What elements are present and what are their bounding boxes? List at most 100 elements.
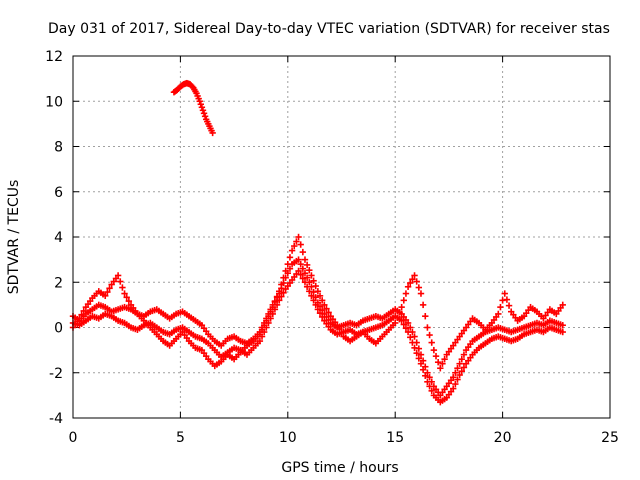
data-point xyxy=(426,383,433,390)
data-point xyxy=(310,277,317,284)
data-point xyxy=(400,297,407,304)
data-point xyxy=(460,351,468,358)
data-point xyxy=(297,260,304,268)
data-point xyxy=(413,278,420,285)
data-point xyxy=(278,281,285,288)
data-point xyxy=(495,310,502,318)
data-point xyxy=(114,272,122,279)
data-point xyxy=(80,307,87,315)
data-point xyxy=(306,288,313,295)
data-point xyxy=(497,303,504,311)
data-point xyxy=(409,276,416,283)
data-point xyxy=(318,297,326,304)
data-point xyxy=(428,387,435,395)
data-point xyxy=(426,374,433,381)
data-point xyxy=(295,267,302,275)
x-tick-label: 25 xyxy=(601,430,619,446)
x-tick-label: 0 xyxy=(69,430,78,446)
data-point xyxy=(404,283,412,290)
y-tick-label: 0 xyxy=(54,321,63,337)
data-point xyxy=(422,372,429,379)
data-point xyxy=(273,293,281,300)
data-point xyxy=(267,308,274,315)
data-point xyxy=(282,267,289,275)
data-point xyxy=(271,298,279,306)
data-point xyxy=(559,322,566,329)
data-point xyxy=(415,355,423,362)
data-point xyxy=(402,290,410,297)
data-point xyxy=(295,233,302,241)
data-point xyxy=(417,360,425,367)
y-tick-label: 10 xyxy=(45,94,63,110)
data-point xyxy=(201,113,209,120)
data-points xyxy=(69,79,566,406)
data-point xyxy=(452,380,459,388)
data-point xyxy=(404,319,412,327)
data-point xyxy=(441,355,448,363)
ticks: 0 5 10 15 20 25 -4 -2 0 2 4 6 8 10 12 xyxy=(45,49,619,446)
data-point xyxy=(314,306,322,313)
data-point xyxy=(458,355,465,363)
data-point xyxy=(198,104,206,111)
data-point xyxy=(452,369,459,376)
series-track-a xyxy=(69,256,566,399)
data-point xyxy=(196,98,203,105)
data-point xyxy=(299,248,307,256)
data-point xyxy=(284,260,291,268)
data-point xyxy=(314,288,322,295)
data-point xyxy=(407,334,414,341)
data-point xyxy=(286,254,294,261)
data-point xyxy=(432,352,440,360)
y-tick-label: 2 xyxy=(54,275,63,291)
data-point xyxy=(199,107,207,114)
data-point xyxy=(411,272,418,279)
data-point xyxy=(308,292,315,300)
data-point xyxy=(323,305,330,312)
data-point xyxy=(312,282,319,290)
x-axis-label: GPS time / hours xyxy=(281,460,398,476)
data-point xyxy=(426,331,433,339)
y-tick-label: 12 xyxy=(45,49,63,65)
data-point xyxy=(428,339,435,346)
data-point xyxy=(336,325,343,333)
data-point xyxy=(409,339,416,346)
data-point xyxy=(503,296,511,303)
data-point xyxy=(121,290,128,297)
data-point xyxy=(316,292,324,300)
data-point xyxy=(398,317,405,324)
data-point xyxy=(293,238,300,245)
data-point xyxy=(303,261,311,269)
data-point xyxy=(454,376,461,383)
data-point xyxy=(265,312,272,320)
data-point xyxy=(303,283,311,290)
data-point xyxy=(286,265,294,272)
data-point xyxy=(321,301,328,309)
data-point xyxy=(407,279,414,287)
data-point xyxy=(125,297,133,305)
data-point xyxy=(394,314,401,321)
data-point xyxy=(338,329,345,336)
data-point xyxy=(288,247,296,254)
data-point xyxy=(78,311,85,318)
plot-frame xyxy=(72,55,611,419)
data-point xyxy=(123,294,130,301)
data-point xyxy=(258,326,266,333)
data-point xyxy=(456,360,463,367)
series-track-c xyxy=(69,233,566,372)
data-point xyxy=(456,371,463,379)
data-point xyxy=(301,270,309,277)
data-point xyxy=(460,364,468,371)
series-track-b xyxy=(69,267,566,406)
data-point xyxy=(559,301,566,309)
x-tick-label: 15 xyxy=(386,430,404,446)
data-point xyxy=(424,378,431,385)
data-point xyxy=(415,284,423,291)
data-point xyxy=(334,322,341,329)
x-tick-label: 20 xyxy=(494,430,512,446)
series-track-d xyxy=(170,79,216,137)
data-point xyxy=(430,346,438,354)
y-tick-label: -4 xyxy=(49,411,63,427)
data-point xyxy=(76,315,83,322)
data-point xyxy=(280,289,287,297)
data-point xyxy=(398,303,405,311)
